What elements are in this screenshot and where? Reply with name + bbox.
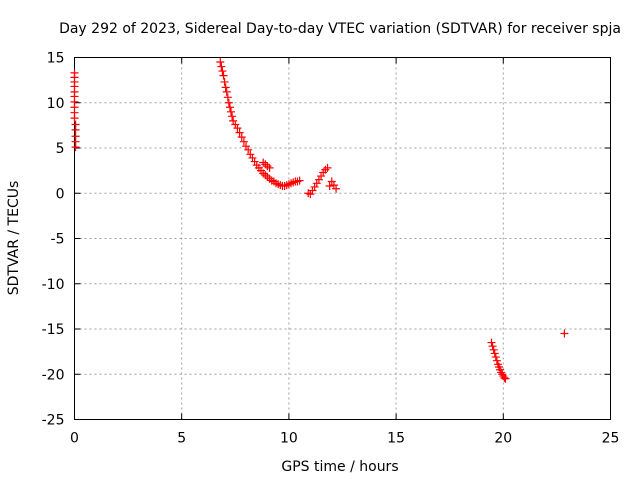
data-point	[229, 116, 238, 125]
data-point	[239, 137, 248, 146]
data-point	[310, 182, 319, 191]
y-tick-label: 5	[56, 141, 65, 157]
y-axis-ticks: -25 -20 -15 -10 -5 0 5 10 15	[42, 51, 611, 429]
data-point	[246, 150, 255, 159]
data-point	[231, 120, 240, 129]
grid-lines	[74, 57, 611, 420]
data-point	[237, 133, 246, 142]
data-point	[261, 160, 270, 169]
data-point	[325, 182, 334, 191]
data-point	[327, 177, 336, 186]
data-point	[227, 107, 236, 116]
y-tick-label: 0	[56, 186, 65, 202]
data-point	[218, 67, 227, 76]
data-point	[233, 124, 242, 133]
data-point	[560, 329, 569, 338]
data-point	[224, 98, 233, 107]
data-point	[244, 145, 253, 154]
data-point	[489, 345, 498, 354]
data-point	[225, 103, 234, 112]
data-point	[263, 162, 272, 171]
data-point	[228, 112, 237, 121]
data-point	[263, 172, 272, 181]
data-point	[323, 163, 332, 172]
data-point	[329, 181, 338, 190]
y-tick-label: 10	[47, 96, 65, 112]
data-point	[332, 184, 341, 193]
data-point	[314, 175, 323, 184]
data-point	[235, 128, 244, 137]
data-point	[306, 190, 315, 199]
data-point	[501, 374, 510, 383]
data-point	[216, 58, 225, 67]
data-point	[220, 77, 229, 86]
y-tick-label: -25	[42, 413, 65, 429]
x-axis-ticks: 0 5 10 15 20 25	[70, 57, 620, 447]
x-axis-label: GPS time / hours	[281, 459, 398, 475]
data-point	[248, 153, 257, 162]
data-point	[261, 171, 270, 180]
y-axis-label: SDTVAR / TECUs	[6, 181, 22, 296]
x-tick-label: 25	[602, 431, 620, 447]
y-tick-label: 15	[47, 51, 65, 67]
data-point	[221, 83, 230, 92]
chart-title: Day 292 of 2023, Sidereal Day-to-day VTE…	[59, 21, 621, 37]
y-tick-label: -10	[42, 277, 65, 293]
data-point	[219, 71, 228, 80]
data-point	[491, 353, 500, 362]
data-points	[70, 58, 569, 383]
data-point	[250, 157, 259, 166]
data-point	[70, 114, 79, 123]
data-point	[295, 176, 304, 185]
y-tick-label: -5	[51, 232, 65, 248]
x-tick-label: 10	[280, 431, 298, 447]
data-point	[265, 163, 274, 172]
data-point	[317, 172, 326, 181]
y-tick-label: -20	[42, 367, 65, 383]
data-point	[217, 62, 226, 71]
x-tick-label: 15	[387, 431, 405, 447]
data-point	[312, 179, 321, 188]
data-point	[222, 87, 231, 96]
data-point	[242, 142, 251, 151]
data-point	[71, 143, 80, 152]
y-tick-label: -15	[42, 322, 65, 338]
data-point	[293, 177, 302, 186]
x-tick-label: 0	[70, 431, 79, 447]
x-tick-label: 5	[177, 431, 186, 447]
x-tick-label: 20	[494, 431, 512, 447]
data-point	[487, 338, 496, 347]
data-point	[490, 349, 499, 358]
data-point	[500, 373, 509, 382]
data-point	[223, 93, 232, 102]
data-point	[492, 356, 501, 365]
data-point	[488, 342, 497, 351]
